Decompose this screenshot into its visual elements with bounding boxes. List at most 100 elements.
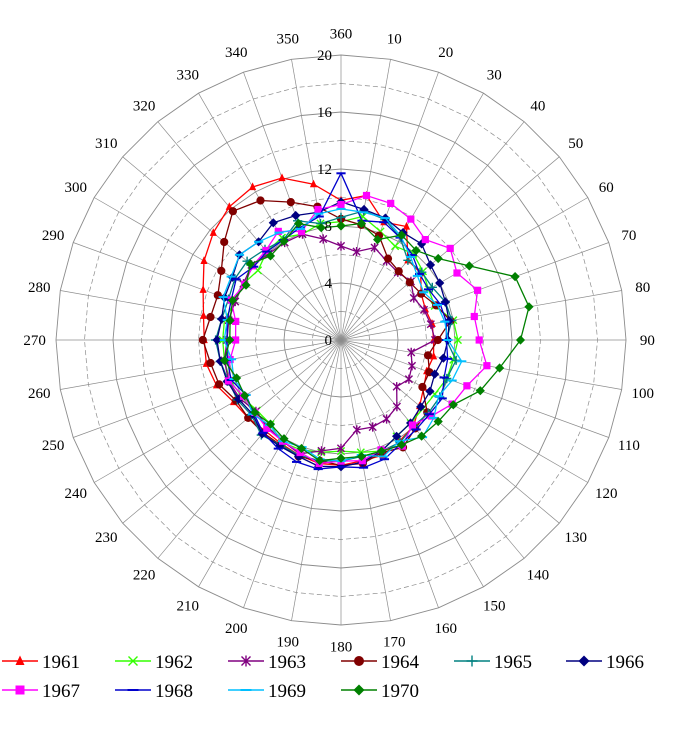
legend-item-1965: 1965 xyxy=(454,652,532,673)
data-point xyxy=(411,245,421,256)
data-point xyxy=(336,241,346,251)
data-point xyxy=(397,230,407,240)
data-point xyxy=(356,451,367,462)
data-point xyxy=(475,336,483,344)
grid-spoke-24 xyxy=(94,339,342,483)
data-point xyxy=(510,272,520,282)
data-point xyxy=(278,173,286,182)
angle-tick-label: 160 xyxy=(435,621,458,637)
grid-spoke-30 xyxy=(94,197,342,341)
data-point xyxy=(435,278,445,288)
angle-tick-label: 320 xyxy=(133,98,156,114)
angle-tick-label: 270 xyxy=(23,333,46,349)
grid-spoke-28 xyxy=(60,290,342,341)
data-point xyxy=(199,311,208,319)
legend-marker xyxy=(578,655,590,667)
data-point xyxy=(376,446,387,456)
grid-spoke-31 xyxy=(122,156,342,341)
data-point xyxy=(245,259,255,269)
data-point xyxy=(387,199,395,207)
legend-label: 1967 xyxy=(42,681,80,702)
data-point xyxy=(232,336,240,344)
grid-spoke-29 xyxy=(73,242,342,341)
data-point xyxy=(515,335,526,345)
data-point xyxy=(336,443,346,453)
radial-tick-label: 20 xyxy=(317,48,332,64)
legend-item-1963: 1963 xyxy=(228,652,306,673)
data-point xyxy=(279,236,289,246)
legend-marker xyxy=(241,655,251,667)
data-point xyxy=(417,239,427,249)
data-point xyxy=(286,198,295,207)
data-point xyxy=(417,431,427,441)
grid-spoke-17 xyxy=(340,339,391,621)
data-point xyxy=(232,373,242,383)
data-point xyxy=(358,457,366,465)
data-point xyxy=(234,394,244,404)
data-point xyxy=(453,269,461,277)
angle-tick-label: 200 xyxy=(225,621,248,637)
data-point xyxy=(421,236,429,244)
data-point xyxy=(250,407,260,417)
data-point xyxy=(358,212,367,221)
data-point xyxy=(296,443,307,454)
data-point xyxy=(428,412,436,420)
angle-tick-label: 190 xyxy=(277,635,300,651)
legend-label: 1964 xyxy=(381,652,420,673)
angle-tick-label: 350 xyxy=(277,31,300,47)
data-point xyxy=(419,305,429,315)
angle-tick-label: 340 xyxy=(225,45,248,61)
grid-spoke-22 xyxy=(157,339,342,559)
data-point xyxy=(394,267,403,276)
data-point xyxy=(464,261,474,271)
legend-item-1961: 1961 xyxy=(2,652,80,673)
data-point xyxy=(352,247,361,257)
data-point xyxy=(217,314,227,324)
legend-marker xyxy=(128,656,138,666)
grid-spoke-21 xyxy=(198,339,342,587)
legend-label: 1962 xyxy=(155,652,193,673)
data-point xyxy=(309,179,318,188)
data-point xyxy=(262,246,270,255)
series-1970 xyxy=(219,218,534,466)
legend-marker xyxy=(15,655,25,665)
legend-item-1967: 1967 xyxy=(2,681,80,702)
data-point xyxy=(275,441,285,451)
radial-tick-label: 8 xyxy=(325,219,333,235)
data-point xyxy=(446,244,454,252)
data-point xyxy=(291,210,301,221)
data-point xyxy=(263,424,271,432)
angle-tick-label: 50 xyxy=(568,136,583,152)
legend-label: 1970 xyxy=(381,681,419,702)
angle-tick-label: 300 xyxy=(64,180,87,196)
legend-marker xyxy=(353,684,365,696)
data-point xyxy=(257,429,267,439)
grid-spoke-23 xyxy=(122,339,342,524)
angle-tick-label: 310 xyxy=(95,136,118,152)
data-point xyxy=(212,335,222,345)
data-point xyxy=(227,295,238,306)
grid-spoke-10 xyxy=(340,339,622,390)
angle-tick-label: 70 xyxy=(621,228,636,244)
grid-spoke-25 xyxy=(73,339,342,438)
data-point xyxy=(199,285,207,293)
data-point xyxy=(416,402,426,412)
angle-tick-label: 90 xyxy=(640,333,655,349)
legend-marker xyxy=(354,656,364,666)
angle-tick-label: 20 xyxy=(438,45,453,61)
data-point xyxy=(368,422,377,432)
angle-tick-label: 290 xyxy=(42,228,65,244)
data-point xyxy=(315,456,325,466)
data-point xyxy=(337,201,345,209)
grid-spoke-33 xyxy=(198,93,342,341)
angle-tick-label: 220 xyxy=(133,568,156,584)
data-point xyxy=(294,218,304,229)
data-point xyxy=(392,431,402,441)
data-point xyxy=(225,315,235,326)
grid-spoke-14 xyxy=(340,339,525,559)
data-point xyxy=(265,419,276,429)
radial-tick-label: 0 xyxy=(325,333,333,349)
data-point xyxy=(391,242,400,251)
data-point xyxy=(425,260,436,270)
angle-tick-label: 280 xyxy=(28,280,51,296)
